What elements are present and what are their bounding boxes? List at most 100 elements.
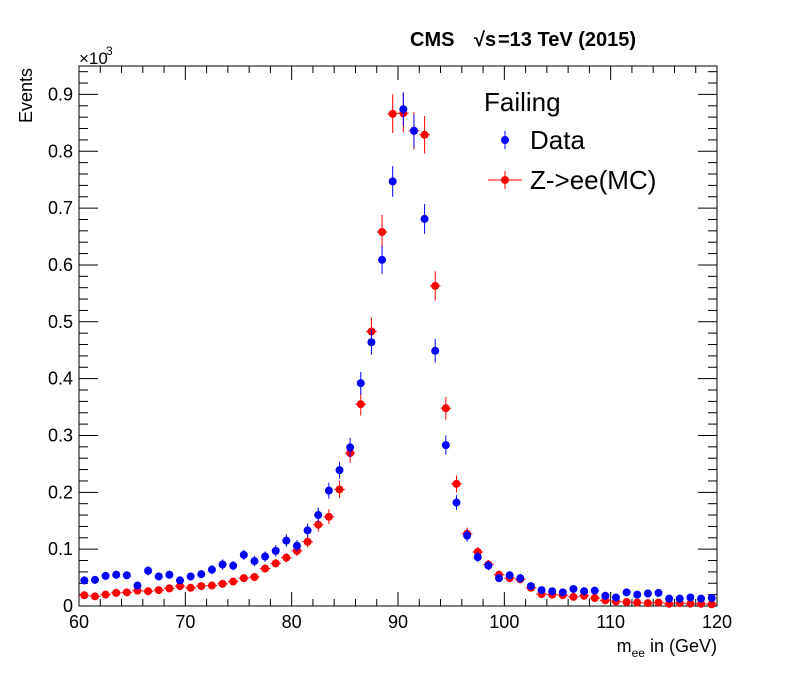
data-point <box>654 588 663 597</box>
data-point <box>186 572 195 581</box>
data-point <box>250 573 259 582</box>
data-point <box>218 579 227 588</box>
data-point <box>697 594 706 603</box>
data-point <box>324 486 333 495</box>
legend-entry-data: Data <box>501 125 585 155</box>
x-tick-label: 120 <box>702 612 732 632</box>
legend: Failing Data Z->ee(MC) <box>484 87 656 195</box>
data-point <box>526 582 535 591</box>
data-point <box>197 570 206 579</box>
data-point <box>207 581 216 590</box>
data-point <box>165 570 174 579</box>
data-point <box>165 584 174 593</box>
y-tick-label: 0.2 <box>48 482 73 502</box>
y-tick-label: 0.1 <box>48 539 73 559</box>
data-point <box>122 571 131 580</box>
legend-mc-marker <box>501 176 509 184</box>
data-point <box>378 227 387 236</box>
data-point <box>569 592 578 601</box>
data-point <box>633 598 642 607</box>
y-tick-label: 0.8 <box>48 141 73 161</box>
data-point <box>218 560 227 569</box>
data-point <box>261 552 270 561</box>
data-point <box>611 593 620 602</box>
data-point <box>537 586 546 595</box>
data-point <box>516 574 525 583</box>
series-data <box>80 92 716 603</box>
plot-frame <box>78 65 718 607</box>
data-point <box>378 255 387 264</box>
data-point <box>154 572 163 581</box>
y-tick-label: 0.7 <box>48 198 73 218</box>
data-point <box>707 594 716 603</box>
x-axis-title-rest: in (GeV) <box>645 636 717 656</box>
data-point <box>643 599 652 608</box>
data-point <box>176 582 185 591</box>
data-point <box>484 561 493 570</box>
data-point <box>495 574 504 583</box>
y-tick-label: 0.4 <box>48 369 73 389</box>
x-tick-label: 80 <box>282 612 302 632</box>
data-point <box>292 541 301 550</box>
y-multiplier-prefix: ×10 <box>79 49 108 68</box>
x-tick-label: 90 <box>388 612 408 632</box>
data-point <box>229 561 238 570</box>
data-point <box>271 546 280 555</box>
data-point <box>388 109 397 118</box>
data-point <box>654 598 663 607</box>
data-point <box>207 565 216 574</box>
data-point <box>601 591 610 600</box>
data-point <box>197 582 206 591</box>
sqrt-s-label: √s <box>474 29 496 51</box>
data-point <box>356 379 365 388</box>
data-point <box>324 512 333 521</box>
x-tick-label: 70 <box>175 612 195 632</box>
y-tick-label: 0.3 <box>48 425 73 445</box>
legend-data-label: Data <box>530 125 585 155</box>
legend-title: Failing <box>484 87 561 117</box>
data-point <box>463 531 472 540</box>
data-point <box>335 485 344 494</box>
data-point <box>314 511 323 520</box>
data-point <box>452 479 461 488</box>
data-point <box>441 441 450 450</box>
data-point <box>686 599 695 608</box>
x-tick-label: 100 <box>489 612 519 632</box>
data-point <box>261 564 270 573</box>
legend-mc-label: Z->ee(MC) <box>530 165 656 195</box>
data-point <box>431 281 440 290</box>
y-tick-label: 0 <box>63 596 73 616</box>
data-point <box>101 590 110 599</box>
data-point <box>441 404 450 413</box>
data-point <box>346 443 355 452</box>
data-point <box>101 571 110 580</box>
data-point <box>271 559 280 568</box>
data-point <box>90 592 99 601</box>
legend-data-marker <box>501 136 509 144</box>
axis-layer: 60 70 80 90 100 110 120 0 0.1 0.2 0.3 0.4 0.5 0.6 0.7 0… <box>48 66 732 632</box>
data-point <box>569 584 578 593</box>
data-point <box>388 177 397 186</box>
data-point <box>643 589 652 598</box>
data-point <box>335 466 344 475</box>
data-point <box>356 400 365 409</box>
data-point <box>133 581 142 590</box>
data-point <box>282 553 291 562</box>
data-point <box>686 593 695 602</box>
y-tick-label: 0.9 <box>48 84 73 104</box>
energy-label: =13 TeV (2015) <box>498 29 636 51</box>
data-point <box>176 576 185 585</box>
data-point <box>186 583 195 592</box>
data-point <box>144 566 153 575</box>
x-tick-label: 110 <box>596 612 625 632</box>
y-multiplier-exponent: 3 <box>106 44 113 58</box>
data-point <box>399 105 408 114</box>
data-point <box>431 346 440 355</box>
data-point <box>590 586 599 595</box>
data-point <box>590 594 599 603</box>
data-point <box>80 576 89 585</box>
y-axis-title: Events <box>16 68 36 123</box>
data-point <box>622 598 631 607</box>
data-point <box>80 591 89 600</box>
